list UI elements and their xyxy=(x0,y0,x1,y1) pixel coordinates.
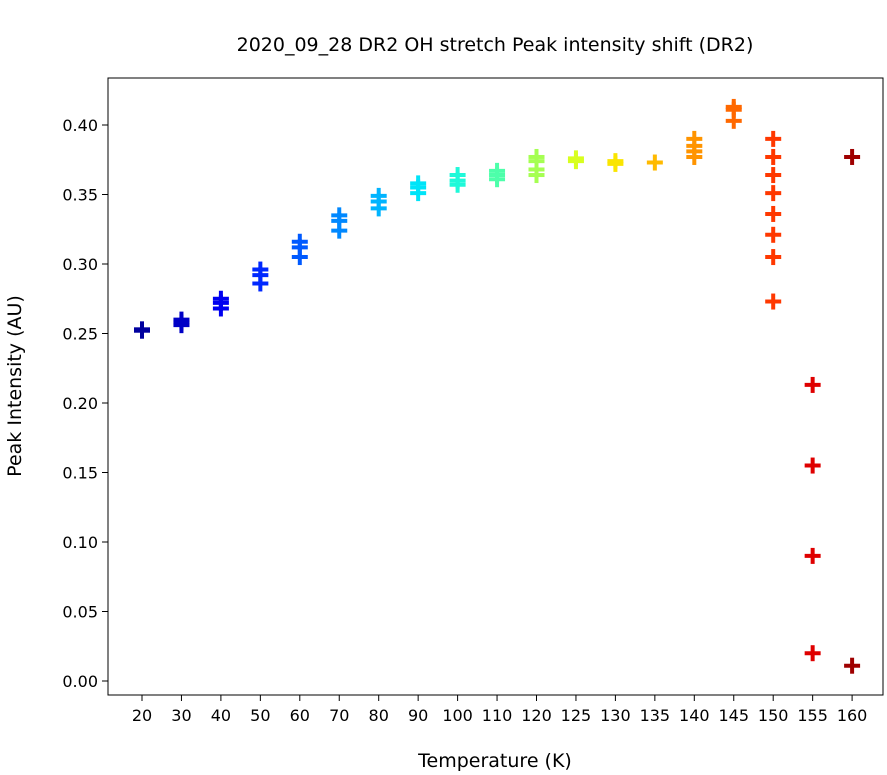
y-tick-label: 0.25 xyxy=(62,325,98,344)
data-point xyxy=(646,154,663,171)
y-tick-label: 0.15 xyxy=(62,464,98,483)
data-point xyxy=(410,175,427,192)
data-point xyxy=(528,148,545,165)
data-point xyxy=(173,311,190,328)
chart-title: 2020_09_28 DR2 OH stretch Peak intensity… xyxy=(237,34,754,56)
x-tick-label: 50 xyxy=(250,706,270,725)
data-point xyxy=(567,150,584,167)
data-point xyxy=(804,376,821,393)
data-point xyxy=(449,167,466,184)
x-tick-label: 120 xyxy=(521,706,552,725)
x-tick-label: 70 xyxy=(329,706,349,725)
data-point xyxy=(725,98,742,115)
data-point xyxy=(291,233,308,250)
x-tick-label: 160 xyxy=(837,706,868,725)
y-axis-label: Peak Intensity (AU) xyxy=(4,295,26,477)
data-point xyxy=(804,547,821,564)
data-point xyxy=(134,321,150,338)
data-point xyxy=(765,249,782,266)
x-tick-label: 135 xyxy=(640,706,671,725)
data-points xyxy=(134,98,861,674)
y-tick-label: 0.20 xyxy=(62,394,98,413)
data-point xyxy=(804,645,821,662)
x-axis: 20 30 40 50 60 70 80 90 100 110 120 125 130 135 140 145… xyxy=(132,695,868,725)
data-point xyxy=(252,261,269,278)
y-tick-label: 0.35 xyxy=(62,186,98,205)
x-tick-label: 125 xyxy=(561,706,592,725)
data-point xyxy=(331,207,348,224)
x-tick-label: 145 xyxy=(718,706,749,725)
x-tick-label: 80 xyxy=(369,706,389,725)
data-point xyxy=(370,187,387,204)
data-point xyxy=(765,185,782,202)
data-point xyxy=(765,293,782,310)
x-tick-label: 150 xyxy=(758,706,789,725)
x-tick-label: 60 xyxy=(290,706,310,725)
data-point xyxy=(804,457,821,474)
y-tick-label: 0.05 xyxy=(62,603,98,622)
data-point xyxy=(765,167,782,184)
y-tick-label: 0.00 xyxy=(62,672,98,691)
x-tick-label: 140 xyxy=(679,706,710,725)
y-tick-label: 0.10 xyxy=(62,533,98,552)
x-tick-label: 40 xyxy=(211,706,231,725)
y-tick-label: 0.40 xyxy=(62,116,98,135)
data-point xyxy=(765,226,782,243)
x-tick-label: 155 xyxy=(797,706,828,725)
data-point xyxy=(844,148,861,165)
x-tick-label: 20 xyxy=(132,706,152,725)
data-point xyxy=(686,130,703,147)
data-point xyxy=(765,148,782,165)
data-point xyxy=(765,130,782,147)
y-axis: 0.00 0.05 0.10 0.15 0.20 0.25 0.30 0.35 0.40 xyxy=(62,116,108,691)
x-tick-label: 110 xyxy=(482,706,513,725)
data-point xyxy=(765,205,782,222)
x-tick-label: 30 xyxy=(171,706,191,725)
x-tick-label: 130 xyxy=(600,706,631,725)
data-point xyxy=(489,162,506,179)
data-point xyxy=(844,657,861,674)
x-tick-label: 100 xyxy=(442,706,473,725)
x-axis-label: Temperature (K) xyxy=(417,750,572,772)
y-tick-label: 0.30 xyxy=(62,255,98,274)
data-point xyxy=(212,290,229,307)
data-point xyxy=(607,153,624,170)
x-tick-label: 90 xyxy=(408,706,428,725)
